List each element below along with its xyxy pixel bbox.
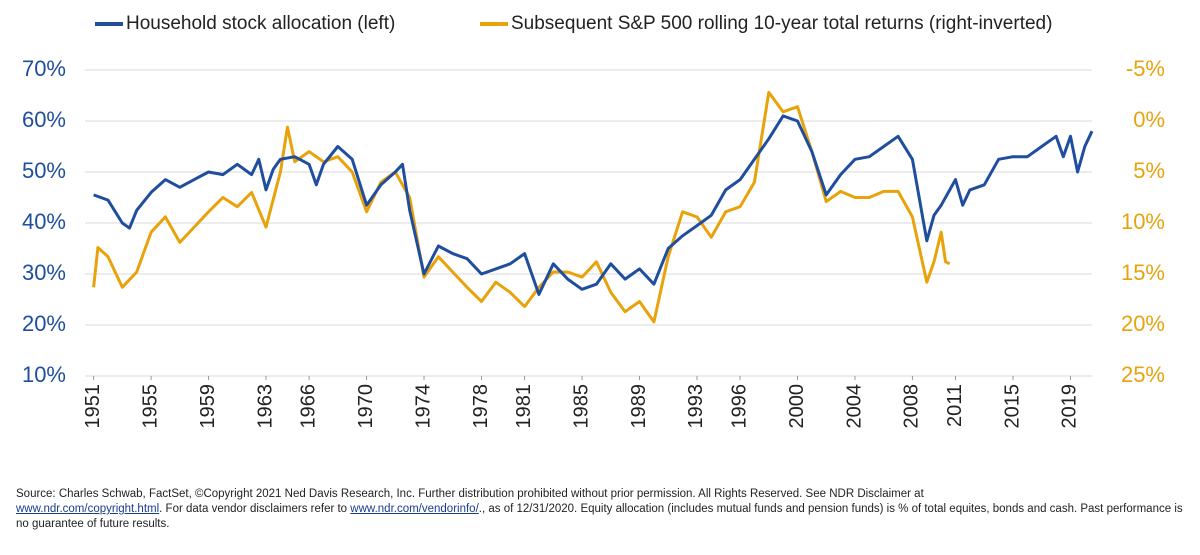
- x-tick-label: 1955: [139, 384, 161, 429]
- legend-label: Subsequent S&P 500 rolling 10-year total…: [511, 13, 1052, 34]
- x-tick-label: 1989: [628, 384, 650, 429]
- y2-tick-label: 15%: [1121, 260, 1165, 285]
- source-text: Source: Charles Schwab, FactSet, ©Copyri…: [16, 488, 924, 500]
- y-tick-label: 40%: [22, 209, 66, 234]
- x-tick-label: 1966: [297, 384, 319, 429]
- y2-tick-label: 5%: [1133, 158, 1165, 183]
- x-tick-label: 1974: [412, 384, 434, 429]
- x-tick-label: 1993: [685, 384, 707, 429]
- y2-tick-label: 25%: [1121, 362, 1165, 387]
- y-tick-label: 20%: [22, 311, 66, 336]
- x-tick-label: 2000: [786, 384, 808, 429]
- x-tick-label: 2011: [944, 384, 966, 427]
- x-tick-label: 1970: [355, 384, 377, 429]
- x-tick-label: 2008: [901, 384, 923, 429]
- link[interactable]: www.ndr.com/copyright.html: [16, 503, 160, 515]
- x-tick-label: 2004: [843, 384, 865, 429]
- chart: 10% 20% 30% 40% 50% 60% 70% -5% 0% 5% 10% 15% 20% 25%…: [22, 13, 1165, 429]
- source-text: . For data vendor disclaimers refer to: [159, 503, 348, 515]
- x-tick-label: 1951: [82, 384, 104, 429]
- x-tick-label: 1996: [728, 384, 750, 429]
- source-text: ., as of 12/31/2020. Equity allocation (…: [16, 503, 1183, 530]
- data-line: [92, 90, 951, 324]
- y2-tick-label: 10%: [1121, 209, 1165, 234]
- x-tick-label: 2015: [1001, 384, 1023, 429]
- source-note: Source: Charles Schwab, FactSet, ©Copyri…: [16, 487, 1186, 532]
- link[interactable]: www.ndr.com/vendorinfo/: [350, 503, 479, 515]
- y2-tick-label: 20%: [1121, 311, 1165, 336]
- y-tick-label: 10%: [22, 362, 66, 387]
- y2-tick-label: -5%: [1126, 56, 1165, 81]
- y-tick-label: 30%: [22, 260, 66, 285]
- x-tick-label: 1959: [197, 384, 219, 429]
- x-tick-label: 1978: [470, 384, 492, 429]
- y-tick-label: 60%: [22, 107, 66, 132]
- x-tick-label: 1985: [570, 384, 592, 429]
- y2-tick-label: 0%: [1133, 107, 1165, 132]
- legend-label: Household stock allocation (left): [126, 13, 395, 34]
- x-tick-label: 1963: [254, 384, 276, 429]
- x-tick-label: 1981: [513, 384, 535, 429]
- data-line: [93, 114, 1094, 296]
- y-tick-label: 50%: [22, 158, 66, 183]
- x-tick-label: 2019: [1059, 384, 1081, 429]
- y-tick-label: 70%: [22, 56, 66, 81]
